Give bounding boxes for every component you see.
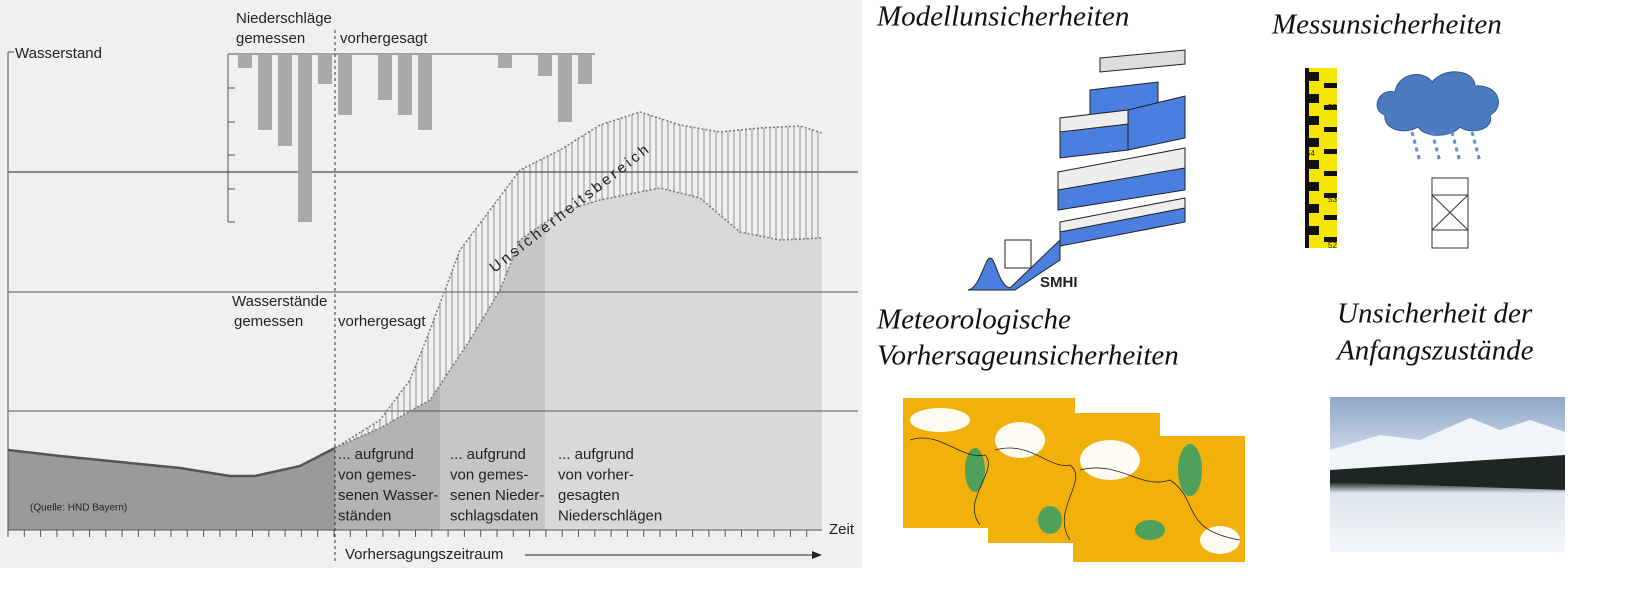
forecast-period: Vorhersagungszeitraum	[345, 546, 503, 563]
reason-line: Niederschlägen	[558, 507, 662, 524]
hydrograph-diagram: Wasserstand Niederschläge gemessen vorhe…	[0, 0, 862, 568]
gauge-mark	[1305, 94, 1319, 103]
reason-line: senen Nieder-	[450, 487, 544, 504]
gauge-mark	[1324, 237, 1337, 242]
gauge: 55 54 53 52	[1305, 68, 1337, 250]
precip-bar	[378, 54, 392, 100]
gauge-mark	[1305, 204, 1319, 213]
reason-line: von gemes-	[338, 466, 416, 483]
reason-line: ... aufgrund	[338, 446, 414, 463]
reference-lines	[7, 51, 858, 531]
gauge-mark	[1305, 68, 1309, 248]
panel-title: Meteorologische	[876, 304, 1071, 336]
model-schematic	[967, 49, 1186, 291]
gauge-mark	[1305, 160, 1319, 169]
gauge-mark	[1324, 193, 1337, 198]
reason-line: ständen	[338, 507, 391, 524]
gauge-mark	[1324, 171, 1337, 176]
precip-bar	[318, 54, 332, 84]
precip-bar	[498, 54, 512, 68]
panel-title: Vorhersageunsicherheiten	[877, 340, 1179, 372]
rain-gauge-icon	[1376, 71, 1499, 249]
level-forecast: vorhergesagt	[338, 313, 426, 330]
measured-line	[7, 446, 336, 478]
panel-title: Modellunsicherheiten	[876, 1, 1129, 33]
model-logo: SMHI	[1040, 274, 1078, 291]
x-axis-label: Zeit	[829, 521, 855, 538]
axis-ticks	[7, 87, 808, 537]
forecast-maps	[903, 398, 1245, 562]
precipitation-bars	[238, 54, 592, 222]
gauge-mark	[1324, 83, 1337, 88]
precip-label: gemessen	[236, 30, 305, 47]
gauge-mark	[1324, 127, 1337, 132]
gauge-mark	[1305, 226, 1319, 235]
gauge-mark	[1324, 105, 1337, 110]
gauge-label: 54	[1306, 149, 1315, 158]
precip-bar	[238, 54, 252, 68]
uncertainty-band	[334, 111, 823, 449]
precip-label: Niederschläge	[236, 10, 332, 27]
reason-line: schlagsdaten	[450, 507, 538, 524]
precip-bar	[558, 54, 572, 122]
reason-line: gesagten	[558, 487, 620, 504]
gauge-mark	[1305, 182, 1319, 191]
forecast-area	[545, 188, 822, 530]
precip-bar	[398, 54, 412, 115]
gauge-mark	[1305, 72, 1319, 81]
precip-bar	[338, 54, 352, 115]
level-label: gemessen	[234, 313, 303, 330]
source: (Quelle: HND Bayern)	[30, 503, 127, 514]
measured-area	[8, 448, 335, 530]
arrowhead	[812, 551, 822, 559]
gauge-mark	[1305, 116, 1319, 125]
panel-title: Messunsicherheiten	[1271, 9, 1502, 41]
upper-bound	[334, 111, 823, 449]
reason-line: ... aufgrund	[558, 446, 634, 463]
level-label: Wasserstände	[232, 293, 327, 310]
precip-bar	[278, 54, 292, 146]
snow-photo	[1330, 397, 1565, 552]
precip-forecast: vorhergesagt	[340, 30, 428, 47]
gauge-label: 55	[1328, 103, 1337, 112]
precip-bar	[578, 54, 592, 84]
precip-bar	[258, 54, 272, 130]
gauge-mark	[1305, 138, 1319, 147]
reason-line: senen Wasser-	[338, 487, 438, 504]
y-axis-label: Wasserstand	[15, 45, 102, 62]
uncertainty-sources: Modellunsicherheiten Messunsicherheiten …	[876, 1, 1565, 562]
panel-title: Unsicherheit der	[1337, 298, 1533, 330]
lower-bound	[334, 187, 823, 449]
reason-line: ... aufgrund	[450, 446, 526, 463]
reasons: ... aufgrund von gemes-senen Wasser-ständ…	[338, 446, 662, 525]
gauge-mark	[1324, 149, 1337, 154]
gauge-mark	[1324, 215, 1337, 220]
precip-bar	[418, 54, 432, 130]
reason-line: von gemes-	[450, 466, 528, 483]
precip-bar	[538, 54, 552, 76]
gauge-label: 52	[1328, 241, 1337, 250]
precip-bar	[298, 54, 312, 222]
gauge-label: 53	[1328, 195, 1337, 204]
reason-line: von vorher-	[558, 466, 634, 483]
panel-title: Anfangszustände	[1335, 335, 1534, 367]
